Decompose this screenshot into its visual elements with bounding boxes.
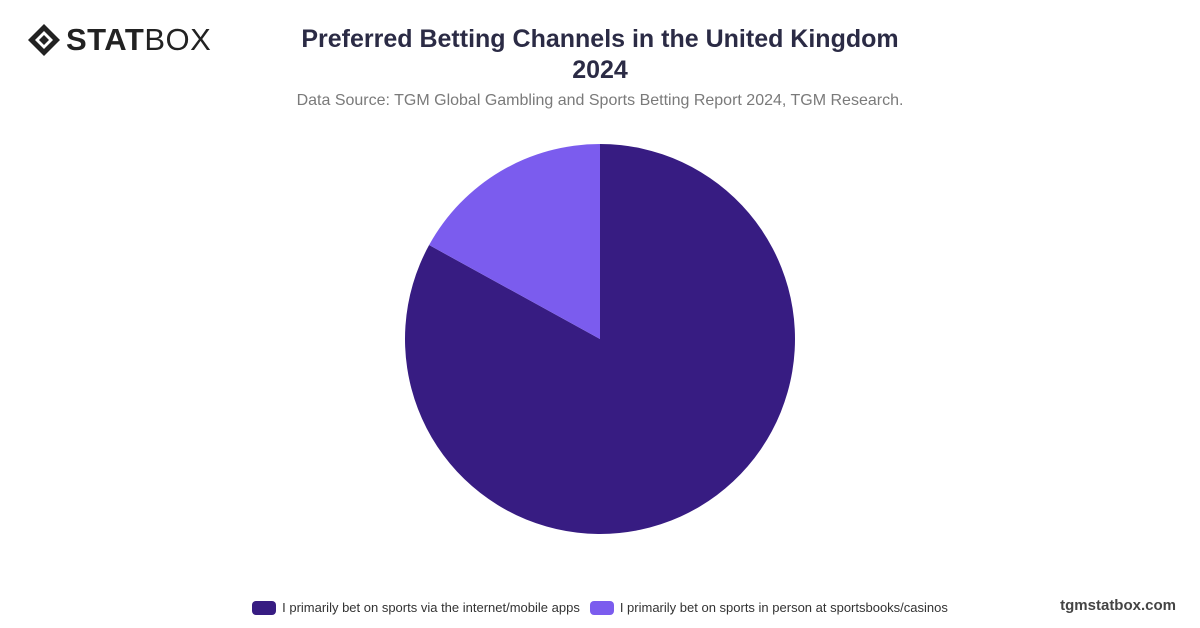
legend-label: I primarily bet on sports in person at s… — [619, 600, 948, 615]
legend-swatch — [252, 600, 277, 615]
pie-slice — [429, 144, 600, 339]
legend-item[interactable]: I primarily bet on sports via the intern… — [252, 600, 580, 615]
chart-subtitle: Data Source: TGM Global Gambling and Spo… — [296, 92, 904, 109]
logo-light: BOX — [144, 22, 212, 57]
chart — [405, 144, 796, 534]
logo: STATBOX — [26, 22, 211, 58]
legend-item[interactable]: I primarily bet on sports in person at s… — [589, 600, 948, 615]
logo-icon — [28, 24, 60, 56]
legend: I primarily bet on sports via the intern… — [0, 600, 1200, 615]
logo-bold: STAT — [66, 22, 145, 57]
chart-title: Preferred Betting Channels in the United… — [301, 25, 899, 84]
legend-label: I primarily bet on sports via the intern… — [282, 600, 580, 615]
pie-slice — [405, 144, 796, 534]
footer: tgmstatbox.com — [1060, 597, 1176, 614]
legend-swatch — [589, 600, 614, 615]
